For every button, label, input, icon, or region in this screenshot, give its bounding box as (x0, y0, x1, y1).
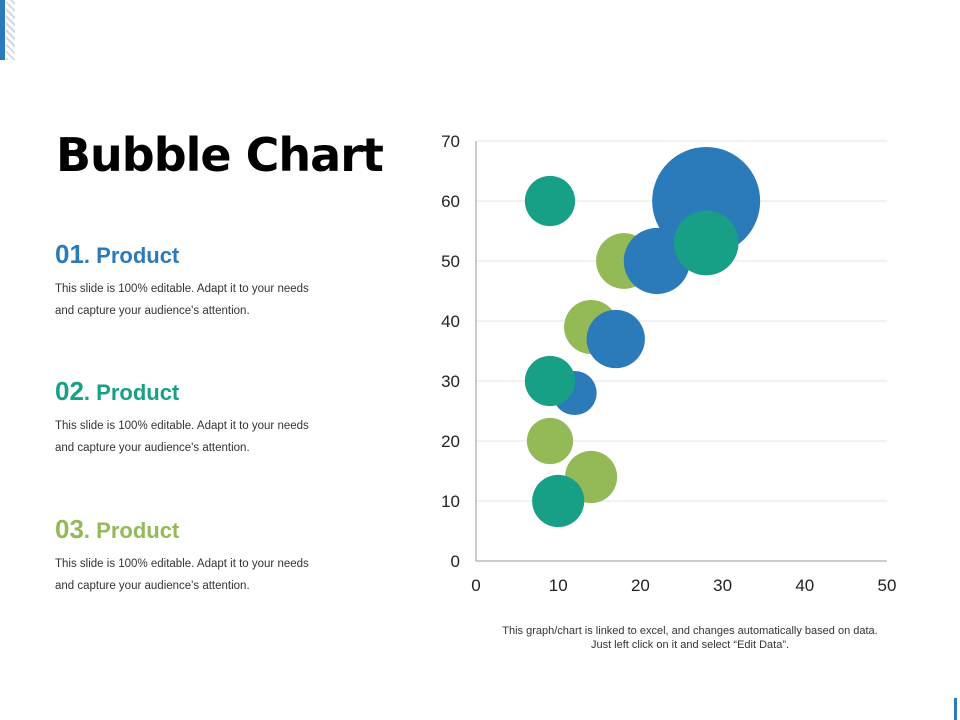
product-description: This slide is 100% editable. Adapt it to… (55, 278, 345, 322)
bubble (586, 309, 645, 369)
page-title: Bubble Chart (56, 128, 384, 182)
corner-decoration (0, 0, 16, 60)
product-description-line: and capture your audience's attention. (55, 442, 250, 454)
bubble (673, 210, 739, 276)
chart-footnote: This graph/chart is linked to excel, and… (470, 624, 910, 652)
y-tick-label: 50 (441, 252, 460, 271)
corner-accent-mark (954, 698, 957, 720)
bubble (526, 417, 574, 465)
x-tick-label: 20 (631, 576, 650, 595)
product-description-line: This slide is 100% editable. Adapt it to… (55, 558, 309, 570)
product-heading: 02. Product (55, 377, 345, 407)
product-number: 01 (55, 239, 84, 269)
y-tick-label: 20 (441, 432, 460, 451)
product-item-2: 02. Product This slide is 100% editable.… (55, 377, 345, 459)
product-description: This slide is 100% editable. Adapt it to… (55, 415, 345, 459)
x-tick-label: 10 (549, 576, 568, 595)
bubble (623, 227, 690, 295)
footnote-line: Just left click on it and select “Edit D… (590, 639, 790, 651)
x-tick-label: 30 (713, 576, 732, 595)
product-heading: 03. Product (55, 515, 345, 545)
x-tick-label: 0 (471, 576, 480, 595)
product-description-line: and capture your audience's attention. (55, 580, 250, 592)
product-name: . Product (83, 380, 180, 405)
y-tick-label: 70 (441, 132, 460, 151)
y-tick-label: 0 (451, 552, 460, 571)
x-tick-label: 50 (878, 576, 897, 595)
bubble (524, 175, 576, 227)
corner-hatch-pattern (6, 0, 15, 60)
product-description-line: This slide is 100% editable. Adapt it to… (55, 283, 309, 295)
x-tick-label: 40 (795, 576, 814, 595)
product-number: 03 (55, 514, 84, 544)
corner-accent-bar (0, 0, 5, 60)
bubble (524, 355, 576, 407)
product-number: 02 (55, 376, 84, 406)
y-tick-label: 60 (441, 192, 460, 211)
y-tick-label: 10 (441, 492, 460, 511)
product-name: . Product (83, 243, 180, 268)
product-description: This slide is 100% editable. Adapt it to… (55, 553, 345, 597)
product-description-line: This slide is 100% editable. Adapt it to… (55, 420, 309, 432)
product-heading: 01. Product (55, 240, 345, 270)
product-item-1: 01. Product This slide is 100% editable.… (55, 240, 345, 322)
product-name: . Product (83, 518, 180, 543)
bubble (532, 474, 585, 528)
y-tick-label: 40 (441, 312, 460, 331)
footnote-line: This graph/chart is linked to excel, and… (502, 625, 878, 637)
product-item-3: 03. Product This slide is 100% editable.… (55, 515, 345, 597)
product-description-line: and capture your audience's attention. (55, 305, 250, 317)
y-tick-label: 30 (441, 372, 460, 391)
